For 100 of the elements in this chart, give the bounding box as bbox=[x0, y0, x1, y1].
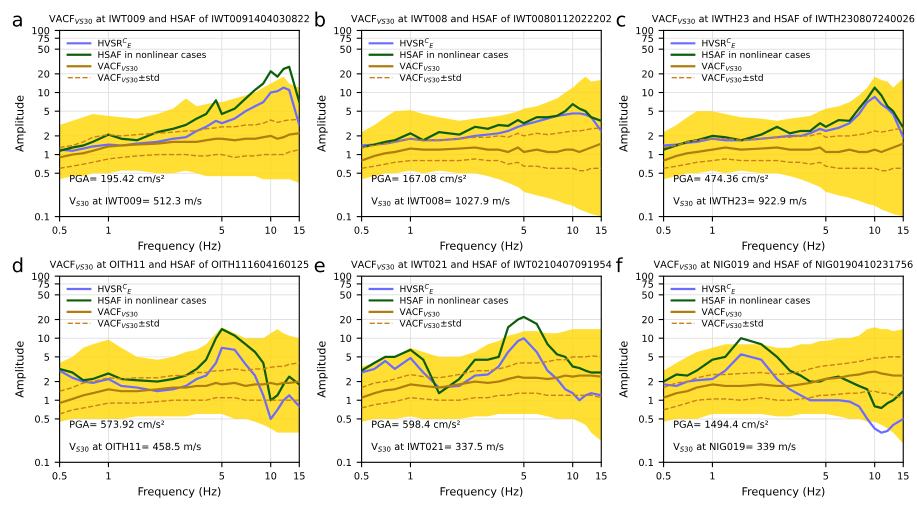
legend-label: VACF$_{VS30}$ bbox=[702, 308, 742, 317]
y-tick-label: 20 bbox=[38, 70, 50, 78]
y-tick-label: 0.5 bbox=[35, 415, 50, 423]
x-tick-label: 1 bbox=[408, 226, 413, 234]
x-tick-label: 10 bbox=[870, 472, 880, 480]
text: b bbox=[315, 12, 325, 27]
legend-label: HVSR$^{C}$$_{E}$ bbox=[702, 284, 736, 294]
y-tick-label: 50 bbox=[340, 291, 352, 299]
text: f bbox=[616, 257, 623, 272]
x-tick-label: 1 bbox=[408, 472, 413, 480]
y-tick-label: 50 bbox=[642, 291, 654, 299]
annotation: V$_{S30}$ at IWTH23= 922.9 m/s bbox=[673, 197, 806, 206]
y-tick-label: 50 bbox=[340, 46, 352, 53]
annotation: V$_{S30}$ at IWT008= 1027.9 m/s bbox=[371, 197, 510, 206]
y-tick-label: 0.1 bbox=[337, 213, 351, 220]
y-tick-label: 50 bbox=[38, 46, 50, 53]
legend-label: VACF$_{VS30}$±std bbox=[702, 320, 763, 328]
legend-label: HVSR$^{C}$$_{E}$ bbox=[98, 38, 132, 48]
x-tick-label: 10 bbox=[266, 226, 276, 234]
annotation: V$_{S30}$ at NIG019= 339 m/s bbox=[673, 442, 796, 452]
chart-title: VACF$_{VS30}$ at IWT009 and HSAF of IWT0091404030822 bbox=[49, 14, 309, 24]
x-tick-label: 10 bbox=[568, 226, 578, 234]
x-tick-label: 1 bbox=[106, 226, 111, 234]
legend-label: VACF$_{VS30}$±std bbox=[400, 320, 461, 328]
annotation: PGA= 573.92 cm/s² bbox=[70, 420, 164, 429]
legend-label: VACF$_{VS30}$±std bbox=[702, 74, 763, 82]
x-tick-label: 10 bbox=[568, 472, 578, 480]
chart-title: VACF$_{VS30}$ at IWTH23 and HSAF of IWTH230807240026 bbox=[652, 14, 914, 24]
x-tick-label: 0.5 bbox=[656, 472, 670, 480]
y-tick-label: 5 bbox=[346, 353, 352, 361]
y-tick-label: 100 bbox=[636, 26, 654, 34]
x-tick-label: 10 bbox=[266, 472, 276, 480]
legend-label: VACF$_{VS30}$±std bbox=[98, 320, 159, 328]
y-tick-label: 75 bbox=[38, 280, 50, 288]
x-axis-title: Frequency (Hz) bbox=[440, 486, 522, 498]
y-tick-label: 10 bbox=[38, 89, 50, 96]
legend-label: HVSR$^{C}$$_{E}$ bbox=[98, 284, 132, 294]
y-tick-label: 1 bbox=[346, 151, 351, 158]
x-tick-label: 0.5 bbox=[52, 472, 66, 480]
x-tick-label: 5 bbox=[823, 472, 828, 480]
y-tick-label: 50 bbox=[642, 46, 654, 53]
y-tick-label: 1 bbox=[346, 396, 351, 404]
legend-label: HSAF in nonlinear cases bbox=[98, 51, 206, 58]
y-tick-label: 10 bbox=[642, 334, 654, 342]
x-tick-label: 10 bbox=[870, 226, 880, 234]
y-tick-label: 0.5 bbox=[35, 170, 50, 178]
x-tick-label: 15 bbox=[898, 226, 909, 234]
y-tick-label: 2 bbox=[44, 132, 49, 140]
x-tick-label: 15 bbox=[596, 472, 607, 480]
chart-title: VACF$_{VS30}$ at IWT008 and HSAF of IWT0080112022202 bbox=[351, 14, 611, 24]
chart-title: VACF$_{VS30}$ at OITH11 and HSAF of OITH111604160125 bbox=[50, 260, 308, 270]
y-tick-label: 1 bbox=[648, 396, 653, 404]
x-tick-label: 1 bbox=[106, 472, 111, 480]
legend-label: HSAF in nonlinear cases bbox=[400, 51, 508, 58]
legend-label: HVSR$^{C}$$_{E}$ bbox=[400, 284, 434, 294]
y-tick-label: 5 bbox=[648, 353, 654, 361]
legend-label: VACF$_{VS30}$±std bbox=[98, 74, 159, 82]
x-axis-title: Frequency (Hz) bbox=[138, 486, 220, 498]
x-tick-label: 15 bbox=[294, 226, 305, 234]
y-tick-label: 50 bbox=[38, 291, 50, 299]
x-tick-label: 1 bbox=[710, 472, 715, 480]
y-tick-label: 2 bbox=[346, 378, 351, 386]
y-tick-label: 5 bbox=[44, 108, 50, 116]
y-tick-label: 2 bbox=[648, 132, 653, 140]
y-tick-label: 2 bbox=[648, 378, 653, 386]
y-tick-label: 100 bbox=[334, 26, 352, 34]
y-tick-label: 20 bbox=[38, 316, 50, 324]
x-tick-label: 0.5 bbox=[52, 226, 66, 234]
y-tick-label: 100 bbox=[334, 272, 352, 280]
y-tick-label: 2 bbox=[44, 378, 49, 386]
legend-label: VACF$_{VS30}$ bbox=[400, 308, 440, 317]
y-tick-label: 1 bbox=[648, 151, 653, 158]
y-tick-label: 100 bbox=[32, 272, 50, 280]
y-tick-label: 1 bbox=[44, 396, 49, 404]
y-tick-label: 10 bbox=[642, 89, 654, 96]
y-tick-label: 75 bbox=[38, 34, 50, 42]
y-tick-label: 0.1 bbox=[639, 213, 653, 220]
x-tick-label: 5 bbox=[522, 472, 526, 480]
legend-label: HSAF in nonlinear cases bbox=[400, 296, 508, 304]
x-tick-label: 5 bbox=[220, 226, 224, 234]
x-axis-title: Frequency (Hz) bbox=[742, 241, 824, 252]
y-tick-label: 5 bbox=[346, 108, 352, 116]
y-tick-label: 20 bbox=[340, 70, 352, 78]
x-axis-title: Frequency (Hz) bbox=[440, 241, 522, 252]
x-tick-label: 15 bbox=[596, 226, 607, 234]
annotation: V$_{S30}$ at IWT009= 512.3 m/s bbox=[69, 197, 202, 206]
x-tick-label: 5 bbox=[522, 226, 526, 234]
x-tick-label: 0.5 bbox=[354, 472, 368, 480]
y-tick-label: 10 bbox=[38, 334, 50, 342]
y-axis-title: Amplitude bbox=[15, 341, 26, 398]
legend-label: HSAF in nonlinear cases bbox=[702, 296, 810, 304]
x-tick-label: 5 bbox=[220, 472, 224, 480]
x-axis-title: Frequency (Hz) bbox=[138, 241, 220, 252]
annotation: PGA= 474.36 cm/s² bbox=[674, 174, 768, 183]
annotation: PGA= 167.08 cm/s² bbox=[372, 174, 466, 183]
y-tick-label: 0.5 bbox=[337, 415, 352, 423]
x-tick-label: 0.5 bbox=[354, 226, 368, 234]
y-tick-label: 20 bbox=[642, 316, 654, 324]
legend-label: VACF$_{VS30}$±std bbox=[400, 74, 461, 82]
annotation: PGA= 598.4 cm/s² bbox=[372, 420, 460, 429]
